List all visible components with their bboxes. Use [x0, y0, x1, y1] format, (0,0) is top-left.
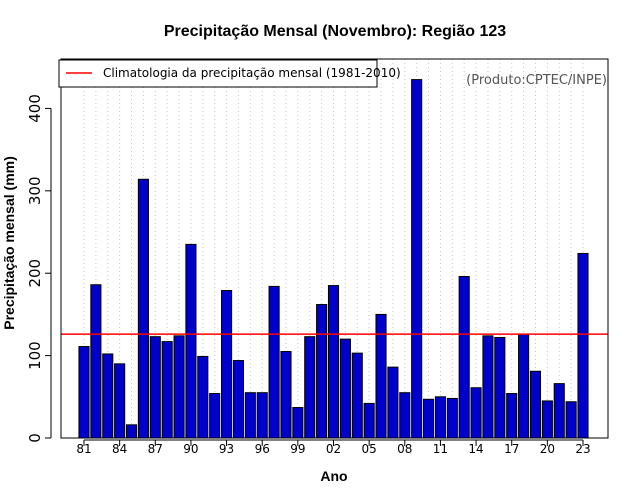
x-tick-label: 20 [540, 442, 555, 456]
bar-2020 [541, 400, 553, 439]
bar-2023 [577, 252, 589, 439]
legend-box [58, 59, 378, 88]
bar-2001 [316, 304, 328, 439]
x-tick-label: 02 [326, 442, 341, 456]
bar-2022 [565, 401, 577, 439]
bar-1998 [280, 350, 292, 439]
bar-2008 [399, 392, 411, 439]
x-tick-label: 23 [575, 442, 590, 456]
bar-1981 [78, 346, 90, 439]
x-tick-label: 11 [433, 442, 448, 456]
y-tick-label: 300 [26, 177, 44, 206]
bar-2014 [470, 387, 482, 439]
x-axis-title: Ano [320, 468, 347, 484]
bar-1988 [161, 341, 173, 439]
source-credit: (Produto:CPTEC/INPE) [466, 73, 607, 88]
x-tick-label: 84 [112, 442, 127, 456]
bar-2003 [339, 338, 351, 439]
bar-2012 [446, 397, 458, 439]
bar-1996 [256, 392, 268, 439]
bar-2013 [458, 276, 470, 439]
bar-1986 [137, 178, 149, 439]
bar-1994 [232, 360, 245, 439]
bar-1999 [292, 407, 304, 439]
y-tick-label: 200 [26, 259, 44, 288]
bar-2010 [422, 398, 435, 439]
y-tick-label: 400 [26, 94, 44, 123]
y-tick-label: 100 [26, 341, 44, 370]
bar-1990 [185, 243, 197, 439]
bar-2011 [434, 396, 446, 439]
bar-2009 [411, 79, 423, 439]
bar-2007 [387, 366, 399, 439]
bar-2002 [327, 285, 340, 439]
x-tick-label: 05 [362, 442, 377, 456]
x-tick-label: 08 [397, 442, 412, 456]
bar-1982 [90, 284, 102, 439]
bar-1992 [209, 393, 221, 439]
x-tick-label: 17 [504, 442, 519, 456]
bar-2015 [482, 335, 494, 439]
legend: Climatologia da precipitação mensal (198… [58, 59, 401, 88]
y-axis-title: Precipitação mensal (mm) [1, 156, 17, 330]
plot-frame [60, 58, 609, 439]
bar-1984 [114, 363, 126, 439]
x-tick-label: 99 [290, 442, 305, 456]
bar-1991 [197, 355, 209, 439]
bar-1995 [244, 392, 256, 439]
x-tick-label: 14 [468, 442, 483, 456]
bar-2021 [553, 383, 565, 439]
bar-2000 [304, 336, 316, 439]
x-tick-label: 90 [183, 442, 198, 456]
bar-2004 [351, 352, 363, 439]
bar-1993 [221, 290, 233, 439]
bar-1997 [268, 285, 280, 439]
y-axis: 0 100 200 300 400 [26, 94, 52, 443]
y-tick-label: 0 [26, 433, 44, 443]
bar-2016 [494, 336, 506, 439]
bar-2006 [375, 313, 387, 439]
bar-2019 [529, 370, 542, 439]
bar-1987 [149, 336, 161, 439]
x-tick-label: 93 [219, 442, 234, 456]
x-tick-label: 87 [148, 442, 163, 456]
chart-title: Precipitação Mensal (Novembro): Região 1… [164, 23, 506, 40]
bar-2005 [363, 402, 375, 439]
x-tick-label: 81 [76, 442, 91, 456]
bar-2018 [518, 333, 530, 439]
bar-2017 [506, 393, 518, 439]
legend-label: Climatologia da precipitação mensal (198… [103, 66, 401, 80]
bar-1985 [125, 424, 138, 439]
x-tick-label: 96 [255, 442, 270, 456]
bar-1989 [173, 335, 185, 439]
bar-1983 [102, 353, 114, 439]
x-axis: 81 84 87 90 93 96 99 02 05 08 11 14 17 20 23 [76, 439, 591, 456]
